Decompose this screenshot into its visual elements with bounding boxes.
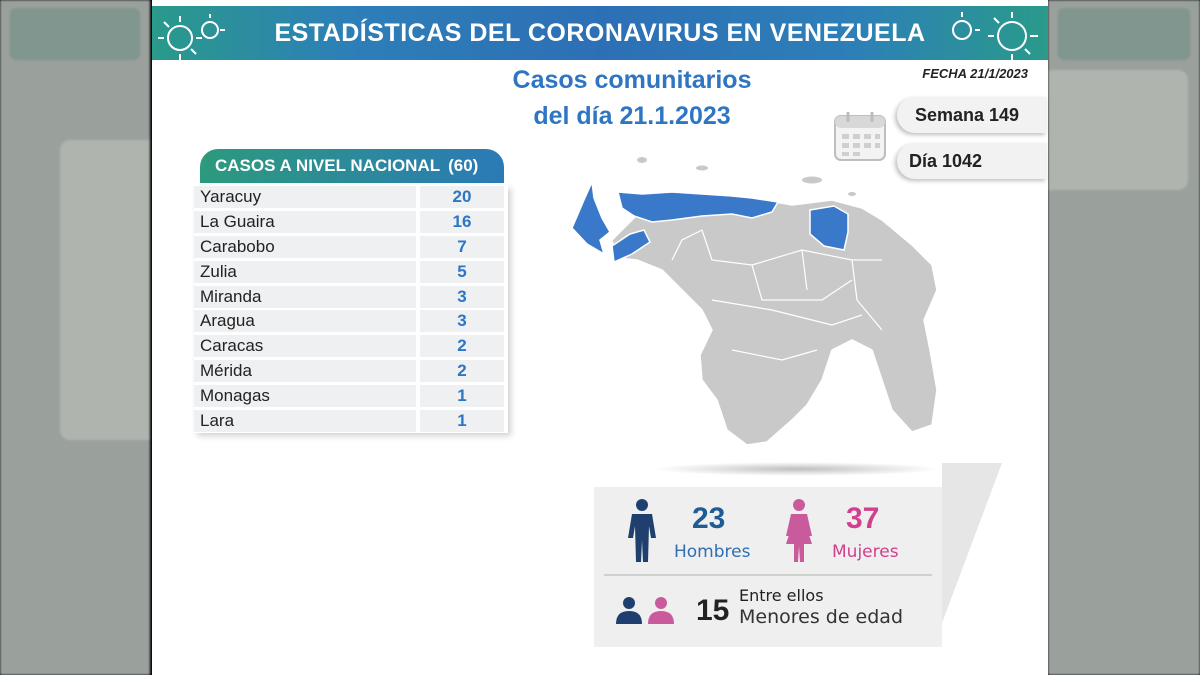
blurred-background-right [1048,0,1200,675]
state-name: Mérida [194,359,416,382]
state-name: La Guaira [194,211,416,234]
minors-label-line-1: Entre ellos [739,586,824,605]
blurred-background-left [0,0,150,675]
state-name: Carabobo [194,235,416,258]
table-row: Monagas 1 [194,383,506,408]
infographic-card: ESTADÍSTICAS DEL CORONAVIRUS EN VENEZUEL… [152,0,1048,675]
virus-icon [158,14,225,60]
map-central-north [617,191,780,223]
day-pill: Día 1042 [897,143,1047,179]
stats-shadow [652,462,942,476]
case-count: 1 [420,409,504,432]
case-count: 7 [420,235,504,258]
table-row: Zulia 5 [194,259,506,284]
minors-label-line-2: Menores de edad [739,606,904,628]
table-row: Miranda 3 [194,284,506,309]
map-zulia-falcon [571,179,611,256]
women-count: 37 [846,502,880,535]
map-monagas [809,205,849,251]
case-count: 1 [420,384,504,407]
table-row: Aragua 3 [194,309,506,334]
state-name: Lara [194,409,416,432]
woman-icon [786,499,812,562]
table-row: Lara 1 [194,408,506,433]
table-row: Carabobo 7 [194,235,506,260]
case-count: 2 [420,335,504,358]
men-label: Hombres [674,542,751,562]
week-pill: Semana 149 [897,97,1047,133]
case-count: 2 [420,359,504,382]
case-count: 5 [420,260,504,283]
case-count: 16 [420,211,504,234]
subtitle: Casos comunitarios del día 21.1.2023 [452,62,812,134]
calendar-icon [834,112,886,161]
stats-divider [604,574,932,576]
minors-count: 15 [696,594,730,627]
women-label: Mujeres [832,542,899,562]
map-merida-region [611,229,651,264]
man-icon [628,499,656,562]
state-name: Zulia [194,260,416,283]
stats-wing [942,463,1002,623]
men-count: 23 [692,502,726,535]
minors-icon [616,597,674,624]
title-banner: ESTADÍSTICAS DEL CORONAVIRUS EN VENEZUEL… [152,6,1048,60]
case-count: 20 [420,186,504,209]
table-row: Mérida 2 [194,359,506,384]
state-name: Aragua [194,310,416,333]
subtitle-line-1: Casos comunitarios [512,66,752,94]
table-row: Caracas 2 [194,334,506,359]
state-name: Yaracuy [194,186,416,209]
case-count: 3 [420,310,504,333]
table-row: La Guaira 16 [194,210,506,235]
map-mainland [611,197,938,446]
national-cases-header: CASOS A NIVEL NACIONAL (60) [200,149,504,183]
virus-icon [952,12,1038,60]
table-row: Yaracuy 20 [194,185,506,210]
cases-table: Yaracuy 20 La Guaira 16 Carabobo 7 Zulia 5 M… [194,185,506,433]
national-cases-total: (60) [448,156,479,175]
venezuela-map [571,157,938,446]
banner-title: ESTADÍSTICAS DEL CORONAVIRUS EN VENEZUEL… [274,18,926,47]
subtitle-line-2: del día 21.1.2023 [533,102,731,130]
national-cases-title: CASOS A NIVEL NACIONAL [215,156,441,175]
state-name: Monagas [194,384,416,407]
case-count: 3 [420,285,504,308]
state-name: Miranda [194,285,416,308]
date-label: FECHA 21/1/2023 [922,66,1028,81]
state-name: Caracas [194,335,416,358]
